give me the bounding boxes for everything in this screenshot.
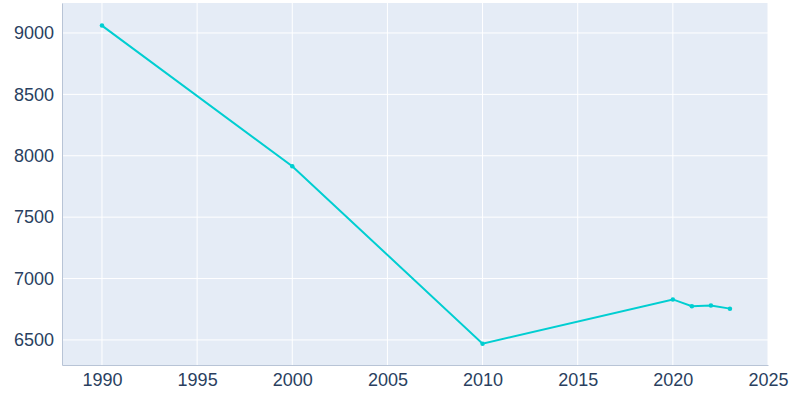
- tick-label: 2025: [748, 370, 788, 390]
- tick-label: 2005: [368, 370, 408, 390]
- tick-label: 8500: [14, 85, 54, 105]
- tick: 1995: [178, 365, 218, 390]
- tick-label: 2000: [273, 370, 313, 390]
- tick-label: 7000: [14, 269, 54, 289]
- grid: [62, 3, 768, 365]
- tick-label: 2015: [558, 370, 598, 390]
- chart: 1990 1995 2000 2005 2010 2015 2020 2025 6500 7000…: [0, 0, 800, 400]
- marker: [480, 341, 485, 346]
- axis-line: [62, 4, 63, 366]
- tick: 2025: [748, 365, 788, 390]
- grid-line-x: [387, 3, 388, 365]
- tick: 8000: [14, 146, 62, 166]
- tick: 1990: [82, 365, 122, 390]
- tick: 9000: [14, 23, 62, 43]
- tick-label: 8000: [14, 146, 54, 166]
- tick: 6500: [14, 330, 62, 350]
- y-axis: 6500 7000 7500 8000 8500 9000: [14, 4, 63, 366]
- tick-label: 2020: [653, 370, 693, 390]
- tick: 8500: [14, 85, 62, 105]
- tick: 2000: [273, 365, 313, 390]
- tick: 2010: [463, 365, 503, 390]
- grid-line-x: [101, 3, 102, 365]
- tick: 2020: [653, 365, 693, 390]
- marker: [709, 303, 714, 308]
- tick: 7500: [14, 207, 62, 227]
- grid-line-y: [62, 278, 768, 279]
- tick: 7000: [14, 269, 62, 289]
- plot: 1990 1995 2000 2005 2010 2015 2020 2025 6500 7000…: [14, 3, 789, 390]
- plot-background: [62, 3, 768, 365]
- marker: [290, 164, 295, 169]
- tick-label: 2010: [463, 370, 503, 390]
- grid-line-x: [768, 3, 769, 365]
- grid-line-y: [62, 32, 768, 33]
- grid-line-y: [62, 217, 768, 218]
- grid-line-x: [292, 3, 293, 365]
- x-axis: 1990 1995 2000 2005 2010 2015 2020 2025: [63, 365, 789, 390]
- grid-line-x: [197, 3, 198, 365]
- tick: 2015: [558, 365, 598, 390]
- tick-label: 7500: [14, 207, 54, 227]
- tick-label: 1990: [82, 370, 122, 390]
- grid-line-y: [62, 155, 768, 156]
- grid-line-x: [672, 3, 673, 365]
- marker: [690, 304, 695, 309]
- tick-label: 9000: [14, 23, 54, 43]
- marker: [728, 306, 733, 311]
- marker: [100, 23, 105, 28]
- series: [100, 23, 732, 346]
- tick-label: 6500: [14, 330, 54, 350]
- tick: 2005: [368, 365, 408, 390]
- marker: [671, 297, 676, 302]
- grid-line-y: [62, 339, 768, 340]
- grid-line-x: [577, 3, 578, 365]
- grid-line-x: [482, 3, 483, 365]
- tick-label: 1995: [178, 370, 218, 390]
- axis-line: [63, 365, 769, 366]
- line: [102, 26, 730, 344]
- grid-line-y: [62, 94, 768, 95]
